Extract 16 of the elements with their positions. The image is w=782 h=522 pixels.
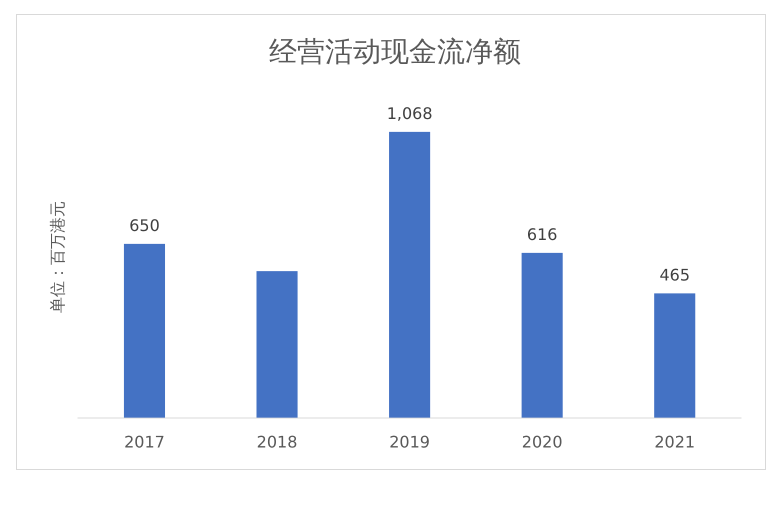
bar (124, 244, 166, 418)
x-tick-label: 2019 (389, 432, 430, 452)
bar (256, 271, 298, 418)
data-label: 650 (129, 216, 160, 235)
x-tick-label: 2018 (256, 432, 298, 452)
x-tick-label: 2020 (522, 432, 563, 452)
x-tick-label: 2017 (124, 432, 165, 452)
x-tick-label: 2021 (654, 432, 696, 452)
bar (654, 293, 696, 418)
y-axis-title: 单位：百万港元 (48, 201, 67, 314)
chart-title: 经营活动现金流净额 (269, 35, 521, 68)
data-label: 465 (659, 265, 690, 284)
data-label: 1,068 (386, 104, 433, 124)
bar (389, 132, 430, 418)
bar (522, 252, 563, 418)
data-label: 616 (526, 225, 558, 244)
